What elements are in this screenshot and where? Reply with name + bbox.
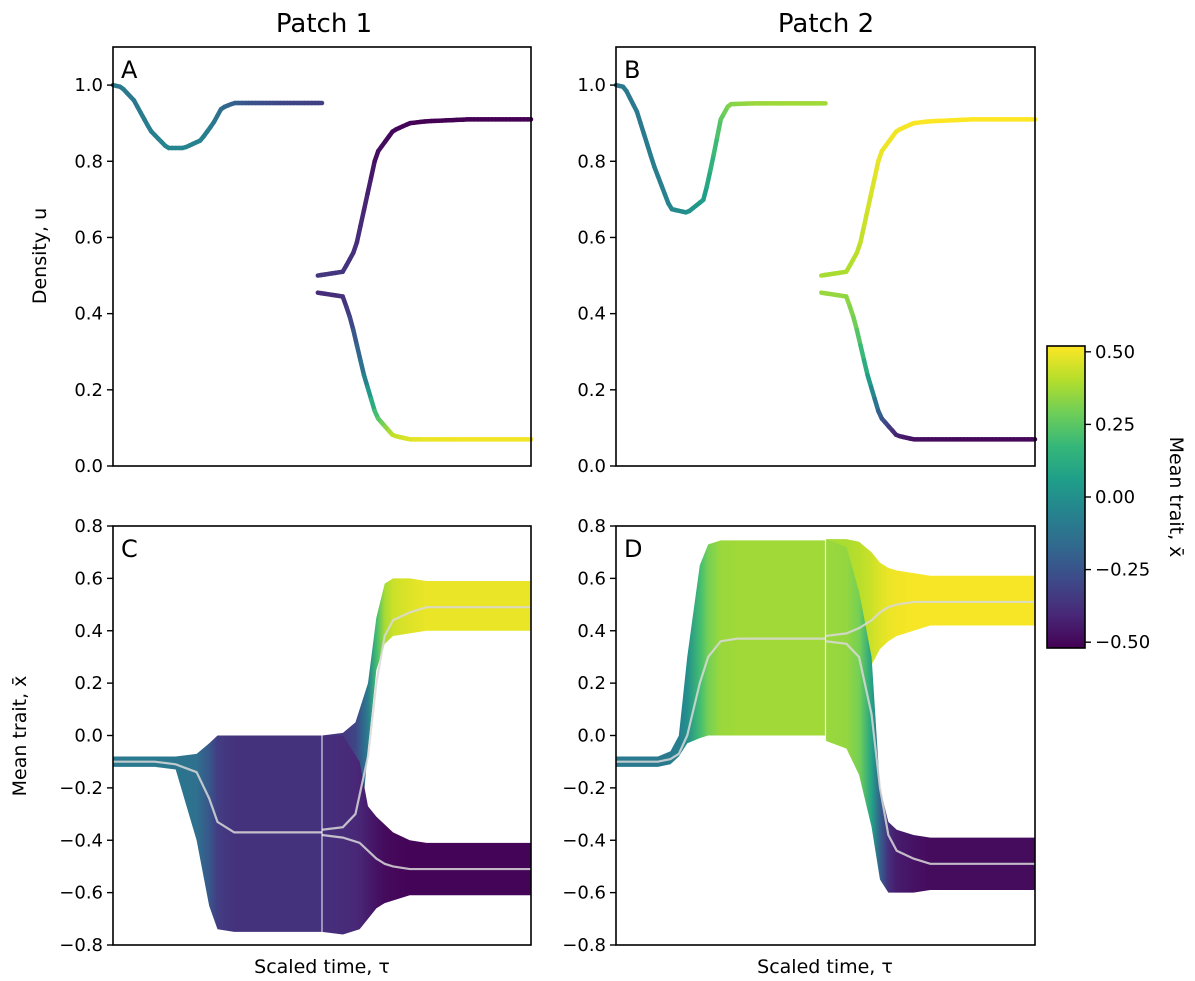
curve-segment (361, 191, 370, 213)
y-tick-label: 0.8 (577, 151, 606, 172)
panel-letter: C (121, 535, 138, 563)
curve-segment (708, 152, 717, 174)
curve-segment (851, 314, 860, 333)
density-curve-1 (315, 117, 534, 278)
y-tick-label: 0.6 (74, 227, 103, 248)
y-tick-label: 1.0 (74, 75, 103, 96)
y-tick-label: 0.0 (74, 726, 103, 747)
trait-spread-band-1 (322, 578, 531, 932)
colorbar-tick-label: 0.50 (1095, 342, 1135, 363)
colorbar-tick-label: 0.25 (1095, 414, 1135, 435)
y-tick-label: 0.6 (74, 568, 103, 589)
x-axis-label-right: Scaled time, τ (757, 956, 893, 978)
y-axis-label-mean-trait: Mean trait, x̄ (9, 676, 31, 797)
colorbar-tick-label: −0.50 (1095, 632, 1150, 653)
curve-segment (865, 191, 874, 213)
column-title-patch-2: Patch 2 (778, 9, 874, 39)
y-tick-label: −0.8 (59, 935, 103, 956)
y-tick-label: 0.2 (74, 380, 103, 401)
colorbar: 0.50 0.25 0.00 −0.25 −0.50 (1046, 342, 1150, 653)
y-tick-label: 0.8 (74, 151, 103, 172)
y-tick-label: −0.2 (59, 778, 103, 799)
colorbar-tick-label: −0.25 (1095, 560, 1150, 581)
y-tick-label: 0.4 (74, 304, 103, 325)
axes-frame (615, 46, 1036, 467)
colorbar-gradient (1046, 345, 1086, 649)
curve-segment (347, 314, 356, 333)
panel-d-mean-trait-patch-2: −0.8 −0.6 −0.4 −0.2 0.0 0.2 0.4 0.6 0.8 D (562, 516, 1036, 956)
curve-segment (365, 175, 374, 196)
axes-frame (112, 46, 532, 467)
y-tick-label: −0.8 (562, 935, 606, 956)
y-tick-label: 0.0 (577, 456, 606, 477)
y-tick-label: 0.4 (577, 304, 606, 325)
y-tick-label: 0.6 (577, 568, 606, 589)
panel-a-density-patch-1: 0.0 0.2 0.4 0.6 0.8 1.0 A (74, 46, 534, 477)
curve-segment (358, 207, 367, 229)
curve-segment (858, 223, 867, 245)
y-tick-label: −0.2 (562, 778, 606, 799)
curve-segment (368, 159, 377, 180)
colorbar-tick-label: 0.00 (1095, 487, 1135, 508)
curve-segment (711, 134, 720, 157)
mean-trait-line-2 (825, 640, 1035, 865)
curve-segment (854, 327, 863, 348)
mean-trait-line-1 (321, 606, 531, 831)
mean-trait-line-0 (616, 637, 826, 763)
curve-segment (861, 207, 870, 229)
curve-segment (872, 159, 881, 180)
curve-segment (704, 168, 713, 189)
density-curve-1 (819, 117, 1038, 278)
y-tick-label: −0.6 (59, 883, 103, 904)
mean-trait-line-2 (321, 833, 531, 871)
mean-trait-line-0 (113, 760, 322, 834)
column-title-patch-1: Patch 1 (276, 9, 372, 39)
trait-spread-band-2 (825, 539, 1035, 893)
colorbar-label: Mean trait, x̄ (1165, 437, 1187, 558)
y-tick-label: 0.4 (577, 621, 606, 642)
y-tick-label: −0.4 (562, 830, 606, 851)
curve-segment (701, 184, 710, 203)
density-curve-2 (315, 290, 534, 442)
y-tick-label: 0.8 (74, 516, 103, 537)
trait-spread-band-2 (322, 735, 531, 935)
y-tick-label: −0.4 (59, 830, 103, 851)
y-tick-label: 0.0 (74, 456, 103, 477)
density-curve-2 (819, 290, 1038, 442)
y-tick-label: 0.8 (577, 516, 606, 537)
trait-spread-band-1 (825, 539, 1035, 741)
curve-segment (358, 358, 367, 378)
mean-trait-line-1 (825, 600, 1035, 638)
x-axis-label-left: Scaled time, τ (254, 956, 390, 978)
density-curve-0 (613, 82, 828, 215)
y-tick-label: 0.2 (74, 673, 103, 694)
curve-segment (354, 343, 363, 363)
panel-letter: B (624, 56, 640, 84)
curve-segment (715, 117, 723, 140)
curve-segment (354, 223, 363, 245)
y-tick-label: −0.6 (562, 883, 606, 904)
panel-letter: D (624, 535, 642, 563)
trait-spread-band-0 (113, 735, 322, 932)
y-tick-label: 0.4 (74, 621, 103, 642)
y-tick-label: 0.0 (577, 726, 606, 747)
y-tick-label: 0.2 (577, 673, 606, 694)
y-tick-label: 0.6 (577, 227, 606, 248)
y-tick-label: 1.0 (577, 75, 606, 96)
panel-b-density-patch-2: 0.0 0.2 0.4 0.6 0.8 1.0 B (577, 46, 1038, 477)
panel-c-mean-trait-patch-1: −0.8 −0.6 −0.4 −0.2 0.0 0.2 0.4 0.6 0.8 C (59, 516, 532, 956)
curve-segment (858, 343, 867, 363)
y-axis-label-density: Density, u (29, 208, 51, 304)
density-curve-0 (110, 82, 325, 151)
panel-letter: A (121, 56, 138, 84)
curve-segment (351, 327, 360, 348)
curve-segment (868, 175, 877, 196)
curve-segment (861, 358, 870, 378)
trait-spread-band-0 (616, 540, 826, 767)
y-tick-label: 0.2 (577, 380, 606, 401)
